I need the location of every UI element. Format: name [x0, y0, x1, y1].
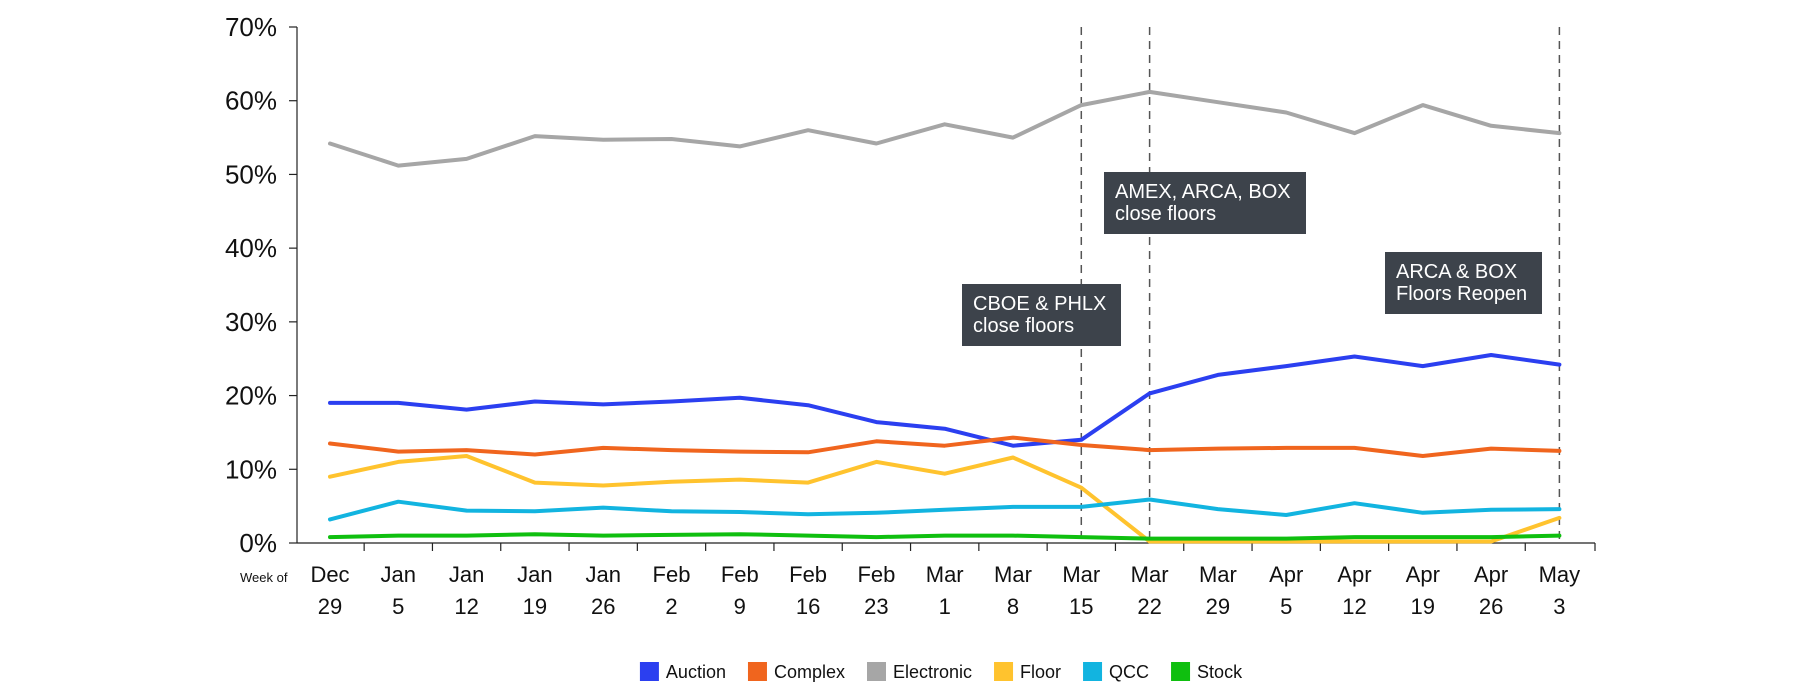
x-tick-label: 22 — [1137, 594, 1161, 619]
x-tick-label: 5 — [392, 594, 404, 619]
x-tick-label: 19 — [1411, 594, 1435, 619]
series-line-electronic — [328, 89, 1562, 168]
series-line-auction — [328, 353, 1562, 448]
legend-label: Complex — [774, 662, 845, 682]
annotation-text: CBOE & PHLX — [973, 293, 1106, 315]
legend-item: Floor — [994, 662, 1061, 682]
x-tick-label: Mar — [1131, 562, 1169, 587]
series-line-stock — [328, 532, 1562, 541]
legend-item: Auction — [639, 662, 726, 682]
x-tick-label: 5 — [1280, 594, 1292, 619]
legend-swatch — [639, 662, 659, 681]
x-tick-label: Mar — [926, 562, 964, 587]
legend-item: Electronic — [867, 662, 972, 682]
y-tick-label: 0% — [239, 528, 277, 558]
y-tick-label: 50% — [225, 159, 277, 189]
x-tick-label: 3 — [1553, 594, 1565, 619]
x-tick-label: Apr — [1269, 562, 1303, 587]
x-tick-label: Mar — [1062, 562, 1100, 587]
annotation-box — [1385, 252, 1542, 314]
series-line-complex — [328, 435, 1562, 458]
legend-label: QCC — [1109, 662, 1149, 682]
x-axis-prefix: Week of — [240, 570, 288, 585]
annotation-text: Floors Reopen — [1396, 283, 1527, 305]
legend-swatch — [747, 662, 767, 681]
y-tick-label: 10% — [225, 454, 277, 484]
x-tick-label: Feb — [789, 562, 827, 587]
annotation-text: ARCA & BOX — [1396, 261, 1517, 283]
x-tick-label: 29 — [1206, 594, 1230, 619]
x-tick-label: 1 — [939, 594, 951, 619]
x-tick-label: Apr — [1474, 562, 1508, 587]
legend-label: Electronic — [893, 662, 972, 682]
x-tick-label: Feb — [721, 562, 759, 587]
legend-label: Stock — [1197, 662, 1243, 682]
x-tick-label: Mar — [994, 562, 1032, 587]
x-tick-label: Apr — [1337, 562, 1371, 587]
annotation-text: close floors — [1115, 203, 1216, 225]
x-tick-label: 19 — [523, 594, 547, 619]
x-tick-label: Jan — [585, 562, 620, 587]
x-tick-label: 8 — [1007, 594, 1019, 619]
x-tick-label: 12 — [1342, 594, 1366, 619]
y-axis: 0% 10% 20% 30% 40% 50% 60% 70% — [225, 12, 298, 558]
y-tick-label: 40% — [225, 233, 277, 263]
legend-item: Stock — [1171, 662, 1243, 682]
legend: Auction Complex Electronic Floor QCC Stock — [639, 662, 1243, 682]
x-tick-label: 26 — [1479, 594, 1503, 619]
x-tick-label: 15 — [1069, 594, 1093, 619]
annotation-text: AMEX, ARCA, BOX — [1115, 181, 1291, 203]
legend-swatch — [994, 662, 1014, 681]
x-tick-label: Jan — [381, 562, 416, 587]
x-tick-label: Apr — [1406, 562, 1440, 587]
legend-item: Complex — [747, 662, 845, 682]
legend-item: QCC — [1083, 662, 1149, 682]
annotation-box — [962, 284, 1121, 346]
x-tick-label: 29 — [318, 594, 342, 619]
x-tick-label: 9 — [734, 594, 746, 619]
legend-swatch — [1171, 662, 1191, 681]
legend-swatch — [1083, 662, 1103, 681]
x-tick-label: 23 — [864, 594, 888, 619]
annotation-text: close floors — [973, 315, 1074, 337]
series-line-qcc — [328, 497, 1562, 522]
x-tick-label: Feb — [857, 562, 895, 587]
legend-label: Floor — [1020, 662, 1061, 682]
x-tick-label: May — [1539, 562, 1581, 587]
series-line-floor — [328, 454, 1562, 544]
x-tick-label: 26 — [591, 594, 615, 619]
x-tick-label: 2 — [665, 594, 677, 619]
legend-swatch — [867, 662, 886, 681]
y-tick-label: 20% — [225, 381, 277, 411]
x-tick-label: Feb — [653, 562, 691, 587]
x-tick-label: Dec — [310, 562, 349, 587]
x-tick-label: Jan — [449, 562, 484, 587]
y-tick-label: 60% — [225, 86, 277, 116]
y-tick-label: 30% — [225, 307, 277, 337]
annotation-box — [1104, 172, 1306, 234]
legend-label: Auction — [666, 662, 726, 682]
x-axis: Week of Dec 29 Jan 5 Jan 12 Jan 19 Jan 26 Feb 2 Feb 9 F… — [240, 542, 1596, 619]
x-tick-label: 12 — [454, 594, 478, 619]
x-tick-label: 16 — [796, 594, 820, 619]
y-tick-label: 70% — [225, 12, 277, 42]
x-tick-label: Mar — [1199, 562, 1237, 587]
series-lines — [328, 89, 1562, 544]
x-tick-label: Jan — [517, 562, 552, 587]
